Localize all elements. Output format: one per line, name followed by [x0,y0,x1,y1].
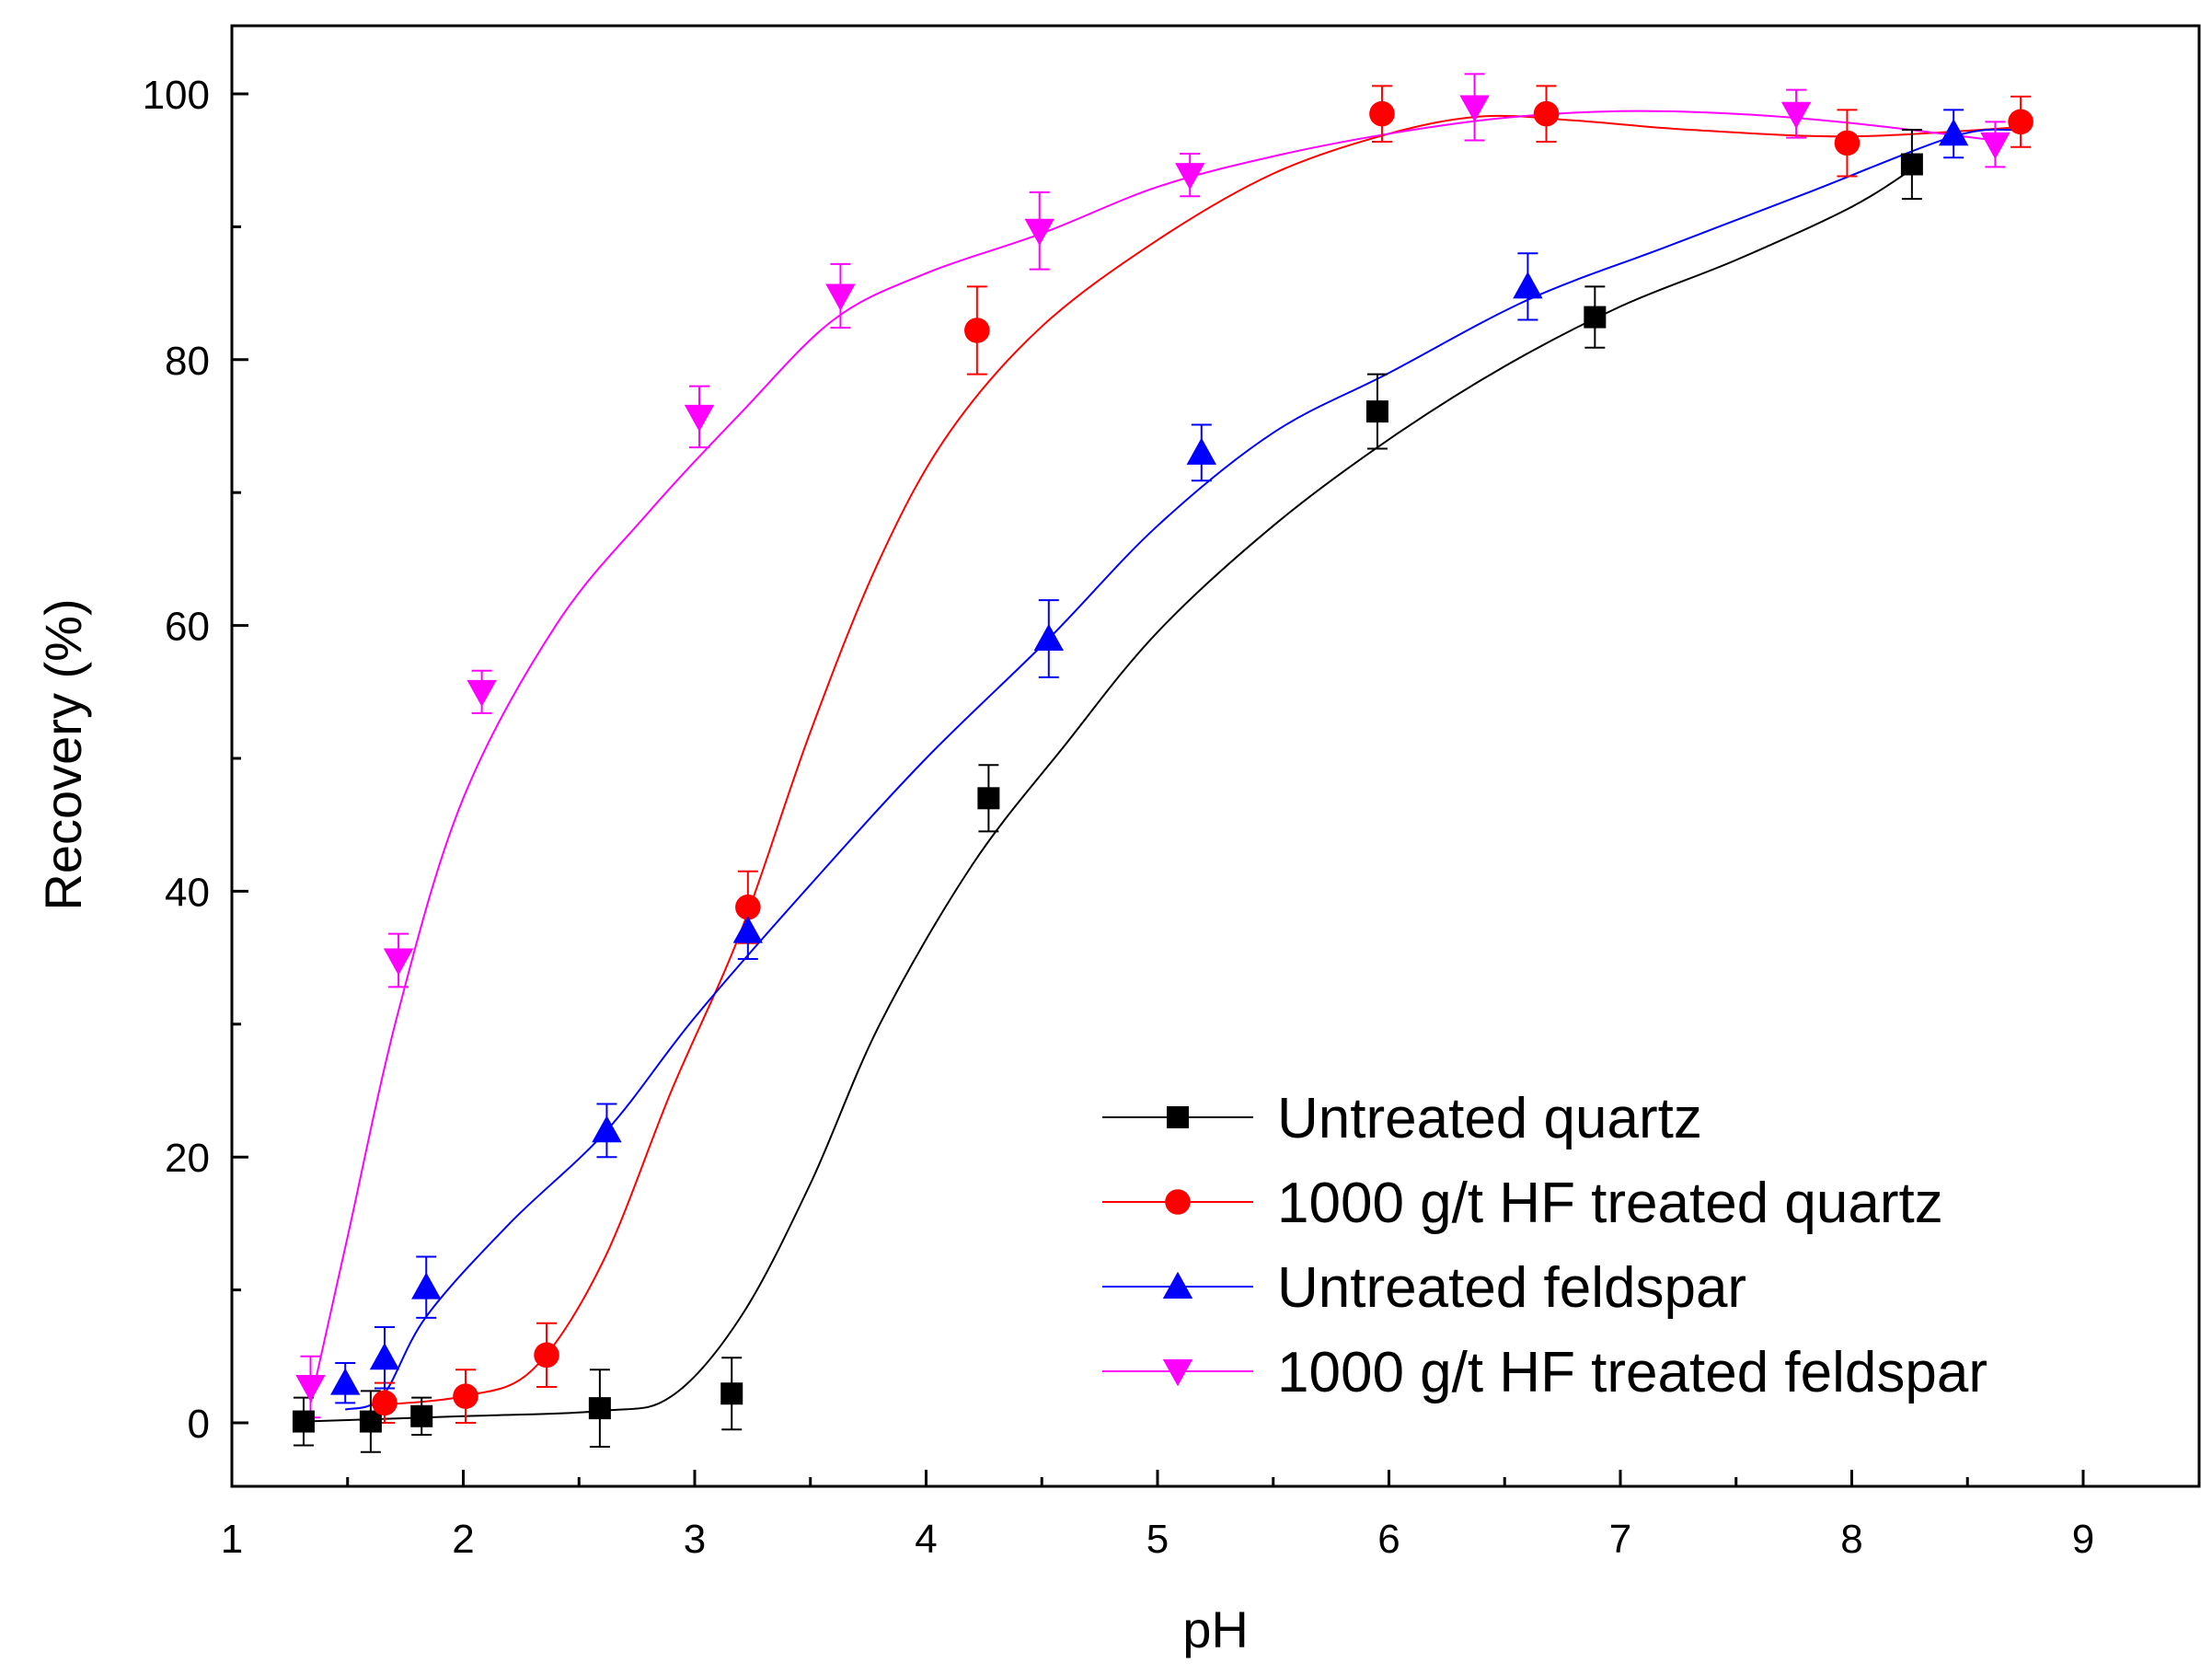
x-tick-label: 3 [684,1517,706,1562]
x-tick-label: 5 [1146,1517,1169,1562]
point-series-3 [1459,95,1490,122]
y-tick-label: 40 [165,870,210,915]
point-series-3 [383,948,414,976]
point-series-1 [1369,100,1395,127]
y-tick-label: 100 [143,73,210,118]
point-series-0 [1900,153,1923,176]
x-tick-label: 2 [452,1517,474,1562]
legend-marker [1167,1106,1189,1128]
y-tick-label: 60 [165,605,210,650]
point-series-0 [1584,306,1607,329]
x-tick-label: 6 [1377,1517,1400,1562]
fit-curves [301,110,2022,1423]
point-series-1 [1533,100,1560,127]
x-axis-ticks: 1 2 3 4 5 6 7 8 9 [221,1470,2094,1562]
legend: Untreated quartz 1000 g/t HF treated quar… [1102,1087,1987,1404]
legend-label: Untreated feldspar [1277,1256,1746,1320]
point-series-3 [1980,132,2010,160]
legend-label: Untreated quartz [1277,1087,1702,1150]
point-series-1 [453,1383,478,1409]
y-tick-label: 20 [165,1136,210,1181]
fit-line-series-0 [301,162,1922,1423]
fit-line-series-3 [309,110,1996,1404]
point-series-3 [1780,101,1812,129]
legend-marker [1162,1359,1193,1387]
point-series-2 [411,1272,442,1300]
point-series-2 [369,1343,400,1370]
x-tick-label: 7 [1609,1517,1631,1562]
point-series-3 [1175,163,1205,191]
point-series-2 [330,1368,361,1395]
point-series-1 [372,1390,397,1416]
point-series-2 [592,1115,622,1143]
legend-marker [1165,1189,1191,1215]
point-series-2 [1513,271,1543,299]
point-series-1 [1834,130,1861,156]
point-series-1 [735,894,761,920]
y-axis-ticks: 0 20 40 60 80 100 [143,73,248,1447]
point-series-1 [2008,109,2033,135]
point-series-3 [825,283,856,311]
point-series-2 [1186,437,1216,465]
x-axis-label: pH [1182,1600,1249,1658]
y-tick-label: 80 [165,339,210,384]
point-series-0 [588,1397,611,1420]
x-tick-label: 9 [2072,1517,2094,1562]
point-series-2 [732,916,764,943]
x-tick-label: 1 [221,1517,243,1562]
legend-marker [1162,1271,1193,1299]
point-series-2 [1938,119,1969,146]
plot-frame [230,24,2201,1488]
point-series-0 [292,1410,315,1433]
point-series-0 [1365,400,1388,423]
x-tick-label: 8 [1840,1517,1862,1562]
legend-label: 1000 g/t HF treated feldspar [1277,1341,1987,1404]
point-series-1 [964,318,990,343]
x-tick-label: 4 [915,1517,937,1562]
point-series-3 [1024,218,1054,246]
point-series-3 [295,1375,326,1403]
point-series-0 [410,1404,433,1427]
point-series-0 [720,1382,743,1405]
legend-label: 1000 g/t HF treated quartz [1277,1172,1943,1235]
point-series-0 [977,787,1000,810]
point-series-3 [684,404,715,433]
point-series-0 [359,1410,382,1433]
point-series-2 [1033,623,1064,651]
point-series-1 [534,1342,559,1369]
fit-line-series-1 [370,114,2022,1407]
error-bars [293,73,2032,1453]
y-tick-label: 0 [188,1402,210,1447]
data-markers [292,95,2033,1433]
point-series-3 [467,679,497,707]
y-axis-label: Recovery (%) [34,598,92,910]
